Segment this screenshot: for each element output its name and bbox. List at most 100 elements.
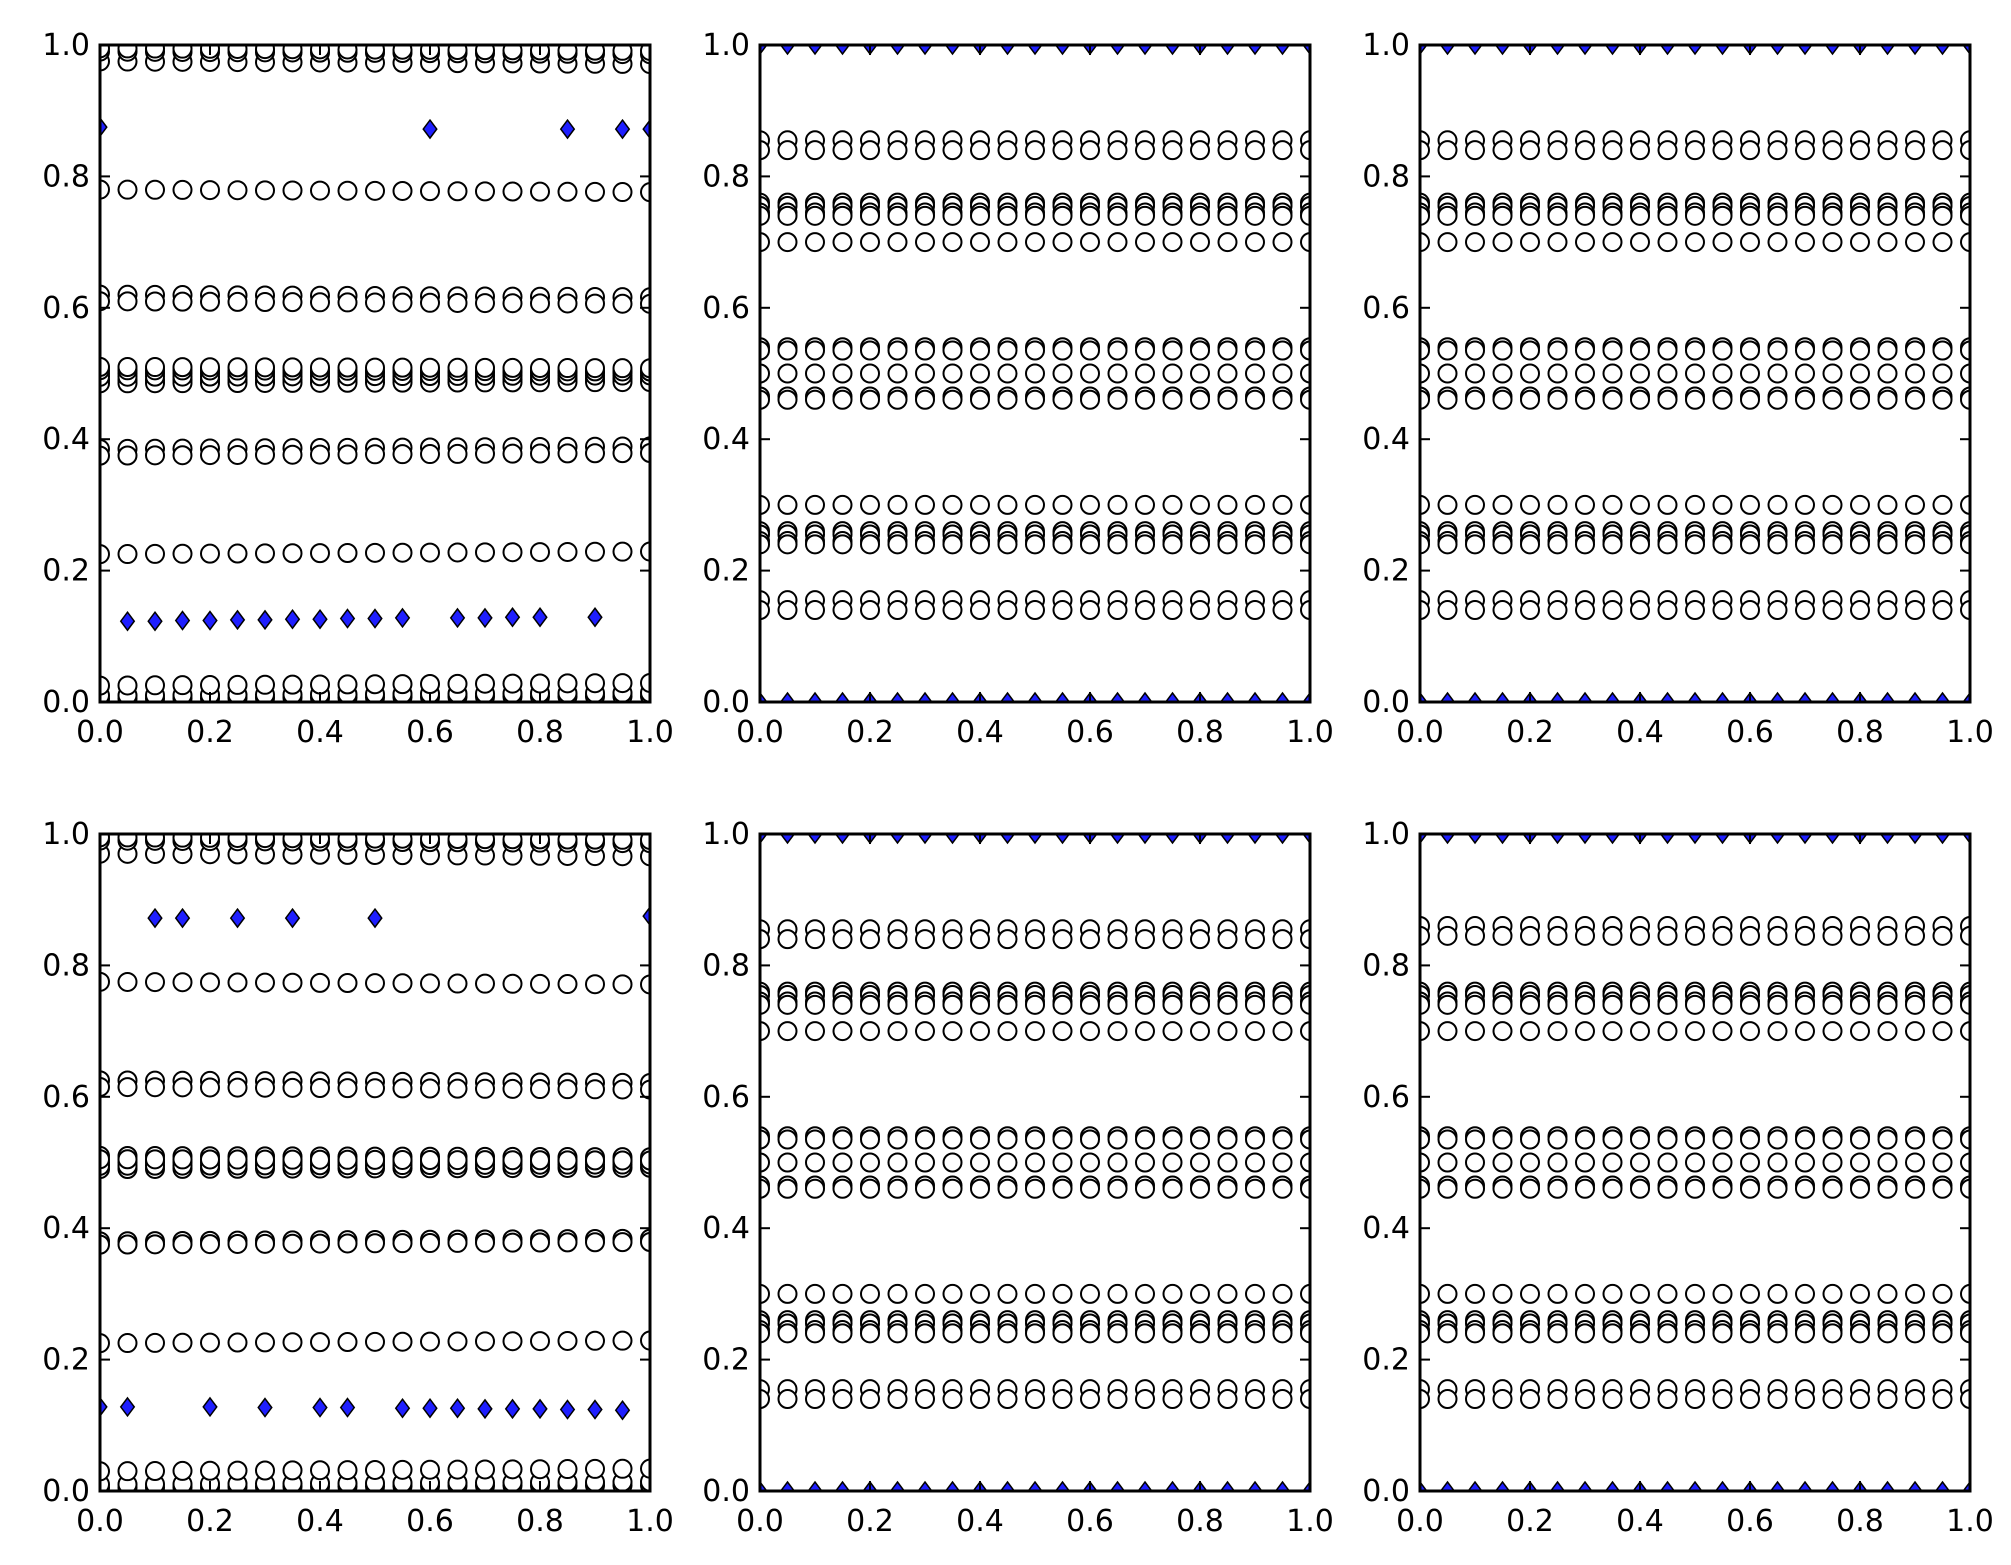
circle-point [777, 1021, 798, 1042]
circle-point [777, 494, 798, 515]
circle-point [172, 972, 193, 993]
circle-point [1877, 205, 1898, 226]
circle-point [530, 293, 550, 314]
y-tick-label: 1.0 [702, 28, 750, 63]
x-tick-label: 0.4 [1616, 1504, 1664, 1539]
diamond-point [1659, 1480, 1676, 1491]
diamond-point [119, 1396, 136, 1418]
x-tick-label: 0.0 [76, 715, 124, 750]
circle-point [997, 389, 1018, 410]
circle-point [1932, 389, 1953, 410]
x-tick-label: 0.0 [736, 715, 784, 750]
circle-point [915, 1323, 935, 1344]
circle-point [310, 972, 330, 993]
diamond-point [339, 1397, 356, 1418]
circle-point [1420, 340, 1430, 361]
circle-point [1420, 534, 1430, 555]
circle-point [310, 180, 330, 201]
circle-point [475, 181, 495, 202]
circle-point [1520, 1389, 1540, 1410]
circle-point [1135, 534, 1155, 555]
circle-point [1932, 363, 1953, 384]
circle-point [942, 205, 963, 226]
x-tick-label: 1.0 [1946, 1504, 1994, 1539]
circle-point [1932, 1129, 1953, 1150]
diamond-point [147, 610, 163, 632]
diamond-point [1907, 691, 1923, 702]
circle-point [1492, 205, 1513, 226]
circle-point [255, 1149, 275, 1170]
circle-point [1107, 340, 1128, 361]
circle-point [970, 1021, 990, 1042]
circle-point [200, 543, 220, 564]
circle-point [117, 675, 138, 696]
circle-point [1217, 1021, 1238, 1042]
diamond-point [917, 834, 933, 845]
diamond-point [1907, 45, 1923, 56]
circle-point [1795, 925, 1815, 946]
circle-point [100, 179, 110, 200]
circle-point [860, 600, 880, 621]
circle-point [1245, 994, 1265, 1015]
circle-point [585, 541, 605, 562]
circle-point [1520, 925, 1540, 946]
circle-point [942, 1152, 963, 1173]
circle-point [832, 1283, 853, 1304]
circle-point [1437, 1283, 1458, 1304]
circle-point [557, 1150, 578, 1171]
circle-point [255, 444, 275, 465]
x-tick-label: 0.6 [1726, 715, 1774, 750]
diamond-point [917, 45, 933, 56]
circle-point [1107, 363, 1128, 384]
circle-point [255, 45, 275, 60]
circle-point [1217, 600, 1238, 621]
circle-point [887, 363, 908, 384]
circle-point [760, 1178, 770, 1199]
circle-point [1740, 363, 1760, 384]
diamond-point [202, 610, 218, 631]
diamond-point [1769, 691, 1786, 702]
circle-point [640, 974, 650, 995]
diamond-point [1824, 834, 1841, 845]
circle-point [970, 929, 990, 950]
circle-point [1960, 994, 1970, 1015]
circle-point [1547, 363, 1568, 384]
circle-point [420, 673, 440, 694]
diamond-point [1027, 45, 1043, 56]
circle-point [1520, 1152, 1540, 1173]
circle-point [1245, 534, 1265, 555]
x-tick-label: 0.2 [1506, 715, 1554, 750]
circle-point [760, 340, 770, 361]
circle-point [1960, 1389, 1970, 1410]
circle-point [282, 1332, 303, 1353]
circle-point [200, 972, 220, 993]
circle-point [1575, 994, 1595, 1015]
circle-point [1300, 1389, 1310, 1410]
circle-point [1300, 232, 1310, 253]
circle-point [1657, 925, 1678, 946]
circle-point [760, 205, 770, 226]
circle-point [760, 389, 770, 410]
circle-point [1492, 340, 1513, 361]
circle-point [1685, 1178, 1705, 1199]
circle-point [1547, 1021, 1568, 1042]
circle-point [1685, 389, 1705, 410]
circle-point [1190, 1283, 1210, 1304]
x-tick-label: 0.4 [296, 715, 344, 750]
circle-point [1107, 205, 1128, 226]
circle-point [1740, 1152, 1760, 1173]
circle-point [832, 494, 853, 515]
circle-point [1272, 494, 1293, 515]
circle-point [1960, 232, 1970, 253]
circle-point [502, 1232, 523, 1253]
circle-point [832, 232, 853, 253]
circle-point [970, 1389, 990, 1410]
circle-point [365, 674, 385, 695]
diamond-point [1879, 1480, 1896, 1491]
circle-point [337, 292, 358, 313]
circle-point [1960, 1178, 1970, 1199]
circle-point [1465, 205, 1485, 226]
diamond-point [1274, 45, 1291, 56]
circle-point [1905, 1152, 1925, 1173]
y-tick-label: 0.0 [702, 1474, 750, 1509]
